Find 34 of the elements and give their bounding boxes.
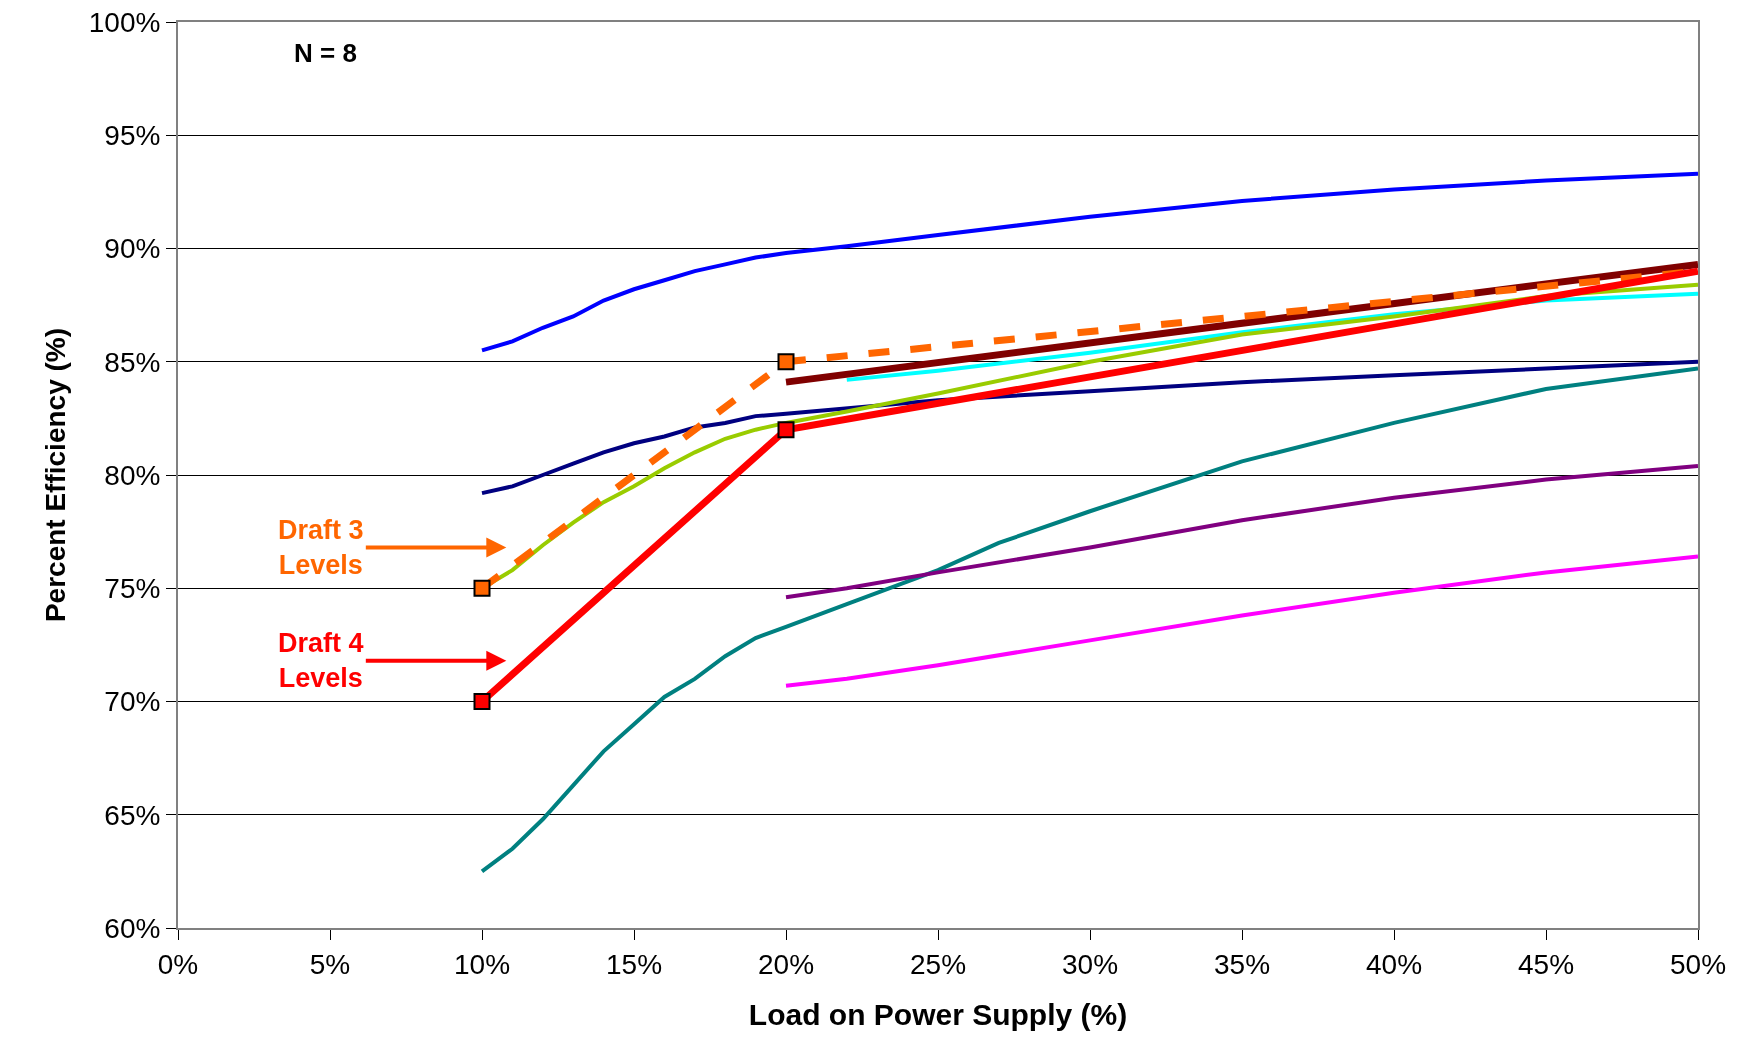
x-tick-label: 0% xyxy=(157,948,199,980)
line-series xyxy=(784,463,1698,600)
y-tick-label: 80% xyxy=(104,459,161,491)
y-tick-label: 95% xyxy=(104,120,161,152)
y-tick-label: 65% xyxy=(104,799,161,831)
annotation: Draft 4 Levels xyxy=(278,628,364,694)
x-tick-label: 10% xyxy=(453,948,511,980)
point xyxy=(777,421,795,439)
annotation: N = 8 xyxy=(294,38,357,68)
y-axis-title: Percent Efficiency (%) xyxy=(39,327,71,623)
x-tick-label: 20% xyxy=(757,948,815,980)
x-tick-label: 40% xyxy=(1365,948,1423,980)
line-series xyxy=(784,554,1698,688)
point xyxy=(777,353,795,371)
point xyxy=(473,579,491,597)
x-tick-label: 50% xyxy=(1669,948,1727,980)
annotation: Draft 3 Levels xyxy=(278,515,364,581)
y-tick-label: 70% xyxy=(104,686,161,718)
x-axis-title: Load on Power Supply (%) xyxy=(748,997,1128,1031)
y-tick-label: 75% xyxy=(104,573,161,605)
x-tick-label: 30% xyxy=(1061,948,1119,980)
y-tick-label: 100% xyxy=(88,6,161,38)
y-tick-label: 90% xyxy=(104,233,161,265)
x-tick-label: 45% xyxy=(1517,948,1575,980)
x-tick-label: 15% xyxy=(605,948,663,980)
x-tick-label: 5% xyxy=(309,948,351,980)
x-tick-label: 25% xyxy=(909,948,967,980)
line-series xyxy=(480,359,1698,496)
point xyxy=(473,693,491,710)
y-tick-label: 85% xyxy=(104,346,161,378)
y-tick-label: 60% xyxy=(104,912,161,944)
line-series xyxy=(480,366,1698,874)
x-tick-label: 35% xyxy=(1213,948,1271,980)
line-series xyxy=(480,171,1698,353)
